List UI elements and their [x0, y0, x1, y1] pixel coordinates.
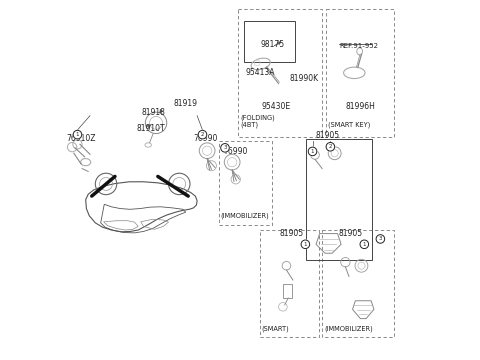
- Text: 95430E: 95430E: [262, 102, 290, 111]
- Bar: [283, 284, 292, 298]
- Text: 98175: 98175: [260, 40, 284, 49]
- Text: 95413A: 95413A: [246, 68, 275, 77]
- Circle shape: [360, 240, 369, 249]
- Text: 1: 1: [362, 242, 366, 247]
- Text: 1: 1: [76, 132, 79, 137]
- Text: 81919: 81919: [174, 99, 198, 108]
- Bar: [326, 9, 394, 137]
- Text: 81918: 81918: [142, 108, 166, 117]
- Text: 3: 3: [379, 237, 382, 242]
- Text: 81990K: 81990K: [289, 74, 318, 83]
- Text: 76990: 76990: [193, 134, 218, 143]
- Bar: [218, 141, 272, 225]
- Text: (SMART KEY): (SMART KEY): [327, 122, 370, 128]
- Circle shape: [198, 130, 207, 139]
- Text: 81905: 81905: [315, 131, 339, 140]
- Text: 81996H: 81996H: [346, 102, 375, 111]
- Text: (IMMOBILIZER): (IMMOBILIZER): [220, 213, 269, 219]
- Text: (SMART): (SMART): [262, 325, 289, 332]
- Circle shape: [308, 147, 317, 156]
- Bar: [238, 9, 322, 137]
- Text: 76990: 76990: [223, 147, 248, 156]
- Circle shape: [221, 144, 229, 152]
- Text: 1: 1: [311, 149, 314, 154]
- Text: 76910Z: 76910Z: [67, 134, 96, 143]
- Text: REF.91-952: REF.91-952: [339, 43, 378, 49]
- Text: 2: 2: [201, 132, 204, 137]
- Circle shape: [376, 235, 384, 243]
- Text: (FOLDING)
(4BT): (FOLDING) (4BT): [240, 114, 275, 128]
- Text: (IMMOBILIZER): (IMMOBILIZER): [324, 325, 372, 332]
- Circle shape: [73, 130, 82, 139]
- Circle shape: [301, 240, 310, 249]
- Text: 81905: 81905: [279, 229, 303, 238]
- Text: 3: 3: [223, 145, 227, 150]
- Text: 81905: 81905: [338, 229, 362, 238]
- Bar: [322, 230, 394, 337]
- Text: 81910T: 81910T: [136, 124, 165, 133]
- Text: 1: 1: [304, 242, 307, 247]
- Circle shape: [326, 143, 335, 151]
- Bar: [243, 21, 295, 62]
- Bar: [306, 139, 372, 260]
- Text: 2: 2: [329, 144, 332, 149]
- Bar: [260, 230, 319, 337]
